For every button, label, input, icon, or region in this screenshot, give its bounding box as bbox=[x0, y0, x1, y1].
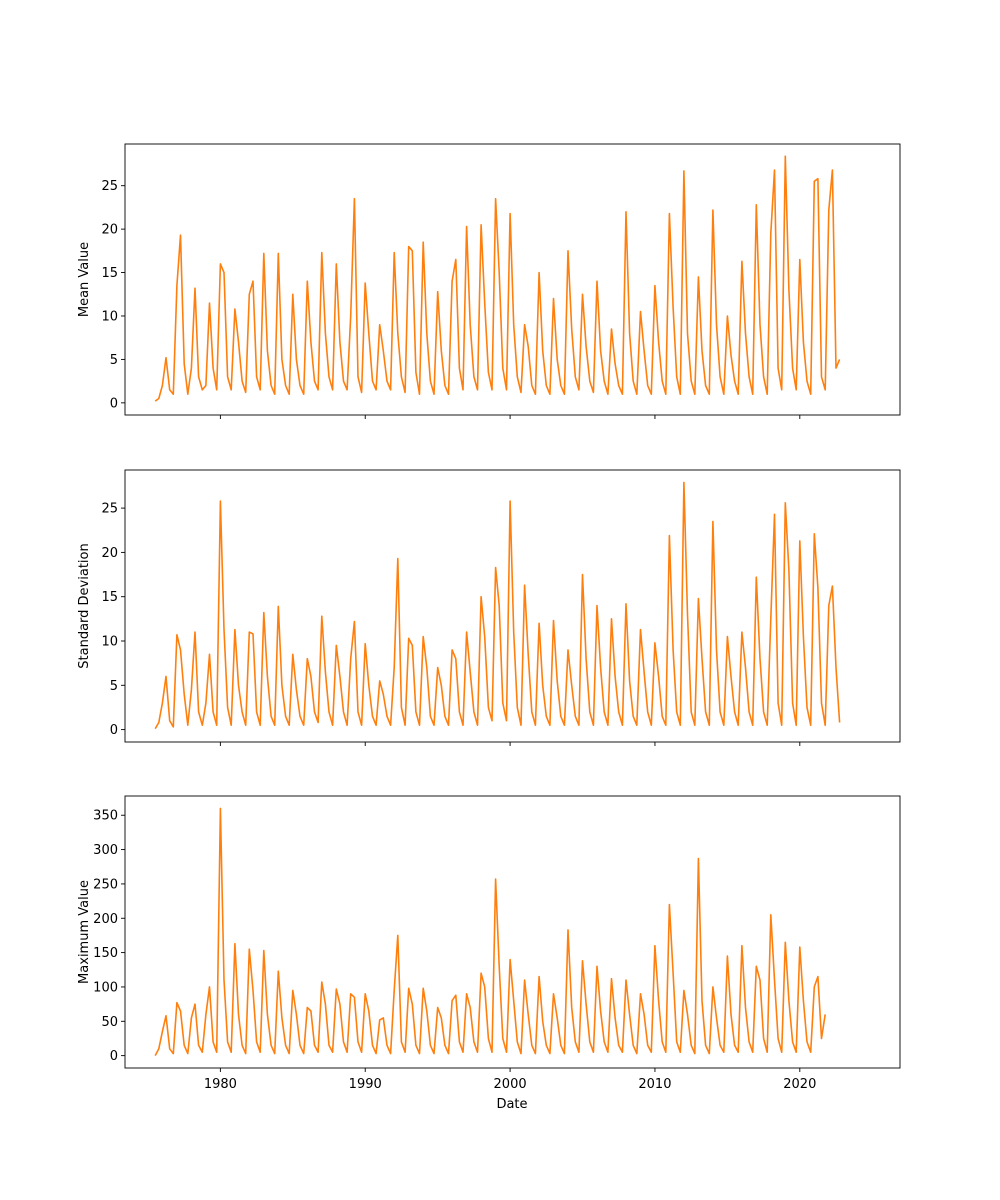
y-tick-label: 5 bbox=[110, 679, 118, 694]
x-tick-label: 1980 bbox=[204, 1077, 237, 1092]
x-tick-label: 1990 bbox=[349, 1077, 382, 1092]
axes-frame-1 bbox=[124, 143, 901, 416]
y-tick-label: 150 bbox=[93, 946, 118, 961]
x-tick-label: 2010 bbox=[638, 1077, 671, 1092]
y-tick-label: 50 bbox=[101, 1015, 118, 1030]
panel-3: 0 50 100 150 200 250 300 350 1980 1990 2000 2010 202… bbox=[77, 795, 901, 1092]
x-axis-label: Date bbox=[496, 1097, 527, 1112]
y-tick-label: 350 bbox=[93, 809, 118, 824]
y-tick-label: 0 bbox=[110, 723, 118, 738]
y-tick-label: 0 bbox=[110, 396, 118, 411]
y-tick-label: 20 bbox=[101, 546, 118, 561]
y-tick-label: 25 bbox=[101, 502, 118, 517]
y-axis-label-3: Maximum Value bbox=[77, 880, 92, 984]
y-tick-label: 5 bbox=[110, 353, 118, 368]
y-tick-label: 15 bbox=[101, 590, 118, 605]
axes-frame-2 bbox=[124, 469, 901, 743]
y-tick-label: 200 bbox=[93, 912, 118, 927]
y-tick-label: 250 bbox=[93, 877, 118, 892]
series-line-3-1 bbox=[154, 807, 826, 1056]
series-line-2-1 bbox=[154, 481, 841, 730]
y-tick-label: 10 bbox=[101, 634, 118, 649]
x-tick-label: 2000 bbox=[494, 1077, 527, 1092]
y-tick-label: 20 bbox=[101, 223, 118, 238]
y-tick-label: 300 bbox=[93, 843, 118, 858]
y-tick-label: 0 bbox=[110, 1049, 118, 1064]
panel-2: 0 5 10 15 20 25 Standard Deviation bbox=[77, 469, 901, 746]
y-tick-label: 10 bbox=[101, 309, 118, 324]
y-tick-label: 15 bbox=[101, 266, 118, 281]
y-axis-label-2: Standard Deviation bbox=[77, 543, 92, 668]
y-tick-label: 100 bbox=[93, 980, 118, 995]
series-line-1-1 bbox=[154, 155, 841, 402]
axes-frame-3 bbox=[124, 795, 901, 1069]
y-axis-label-1: Mean Value bbox=[77, 242, 92, 317]
panel-1: 0 5 10 15 20 25 Mean Value bbox=[77, 143, 901, 419]
x-tick-label: 2020 bbox=[783, 1077, 816, 1092]
panels: 0 5 10 15 20 25 Mean Value 0 5 10 15 20 25 Standard D… bbox=[77, 143, 901, 1092]
y-tick-label: 25 bbox=[101, 179, 118, 194]
